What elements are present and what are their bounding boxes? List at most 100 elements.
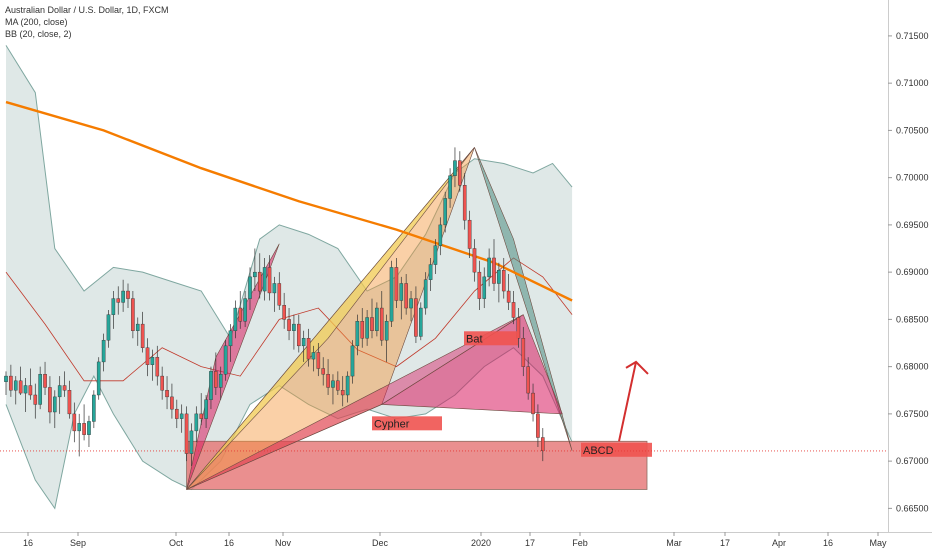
candle-body — [257, 271, 262, 292]
candle-body — [370, 317, 374, 331]
pattern-teal-right — [474, 147, 573, 451]
candle-body — [101, 339, 106, 363]
harmonic-patterns — [186, 147, 573, 490]
candle-body — [233, 307, 238, 331]
candle-body — [526, 366, 530, 394]
pattern-label: ABCD — [583, 445, 614, 457]
candle — [365, 309, 369, 346]
x-tick-label: 17 — [525, 538, 535, 548]
candle — [9, 364, 13, 397]
candle-body — [18, 380, 23, 394]
candle — [48, 376, 52, 424]
candle-body — [277, 283, 282, 306]
candle — [165, 376, 169, 410]
candle — [135, 317, 140, 346]
candle — [33, 383, 38, 419]
candle — [160, 366, 164, 400]
candle — [72, 402, 77, 443]
candle-body — [126, 290, 130, 299]
candle-body — [506, 290, 511, 303]
candles — [4, 147, 545, 466]
candle-body — [150, 356, 155, 365]
x-tick-label: Sep — [70, 538, 86, 548]
x-tick-label: Mar — [666, 538, 682, 548]
candle-body — [467, 219, 472, 249]
legend-ma[interactable]: MA (200, close) — [5, 17, 68, 27]
candle-body — [282, 305, 286, 320]
x-tick-label: 2020 — [471, 538, 491, 548]
candle-body — [116, 298, 121, 303]
y-tick-label: 0.67000 — [896, 456, 929, 466]
candle-body — [262, 267, 267, 292]
candle — [370, 298, 374, 339]
candle — [233, 300, 238, 339]
candle-body — [228, 330, 233, 347]
legend-symbol[interactable]: Australian Dollar / U.S. Dollar, 1D, FXC… — [5, 5, 169, 15]
price-axis-bg — [888, 0, 932, 550]
candle-body — [96, 361, 101, 396]
candle-body — [214, 371, 218, 388]
candle-body — [248, 276, 252, 299]
candle — [384, 314, 389, 362]
candle-body — [140, 323, 145, 348]
candle-body — [521, 338, 526, 367]
candle-body — [428, 264, 433, 280]
candle — [111, 291, 116, 329]
candle-body — [404, 283, 408, 309]
legend-bb[interactable]: BB (20, close, 2) — [5, 29, 72, 39]
candle — [336, 371, 340, 395]
candle — [18, 366, 23, 395]
candle-body — [350, 345, 355, 377]
candle — [433, 239, 438, 275]
candle — [448, 168, 452, 208]
candle-body — [541, 437, 545, 451]
candle — [262, 257, 267, 301]
y-tick-label: 0.69500 — [896, 220, 929, 230]
bb-upper-line — [5, 45, 573, 340]
candle — [399, 276, 404, 320]
candle-body — [194, 413, 199, 432]
candle-body — [165, 390, 169, 398]
candle — [282, 292, 286, 329]
y-tick-label: 0.66500 — [896, 503, 929, 513]
candle-body — [87, 421, 91, 435]
candle-body — [306, 338, 311, 360]
candle-body — [33, 394, 38, 405]
candle-body — [409, 298, 413, 309]
price-axis[interactable]: 0.71500 0.71000 0.70500 0.70000 0.69500 0.690… — [888, 0, 932, 550]
candle — [53, 390, 57, 429]
candle-body — [272, 283, 277, 294]
candle-body — [331, 380, 335, 388]
candle-body — [336, 380, 340, 391]
candle-body — [316, 352, 321, 369]
candle-body — [360, 321, 365, 339]
candle — [501, 257, 506, 299]
candle — [511, 291, 516, 325]
candle — [316, 343, 321, 377]
candle — [257, 253, 262, 299]
candle-body — [209, 371, 213, 400]
candle — [345, 371, 350, 403]
candle — [174, 399, 179, 429]
x-tick-label: Apr — [772, 538, 786, 548]
candle — [297, 314, 301, 353]
candle-body — [531, 392, 535, 415]
candle — [170, 383, 174, 419]
candle-body — [38, 373, 42, 405]
candle-body — [9, 375, 13, 391]
candle — [531, 383, 535, 422]
candle — [404, 274, 408, 315]
candle-body — [92, 394, 96, 422]
candle — [228, 324, 233, 362]
x-tick-label: May — [869, 538, 887, 548]
candle-body — [121, 290, 125, 303]
time-axis[interactable]: 16 Sep Oct 16 Nov Dec 2020 17 Feb Mar 17 Apr 16 May — [0, 532, 932, 548]
candle — [23, 377, 28, 412]
y-tick-label: 0.70000 — [896, 173, 929, 183]
candle — [218, 366, 223, 400]
candle-body — [419, 307, 423, 337]
candle-body — [155, 356, 160, 377]
candle-body — [516, 317, 521, 339]
candle — [253, 248, 257, 292]
